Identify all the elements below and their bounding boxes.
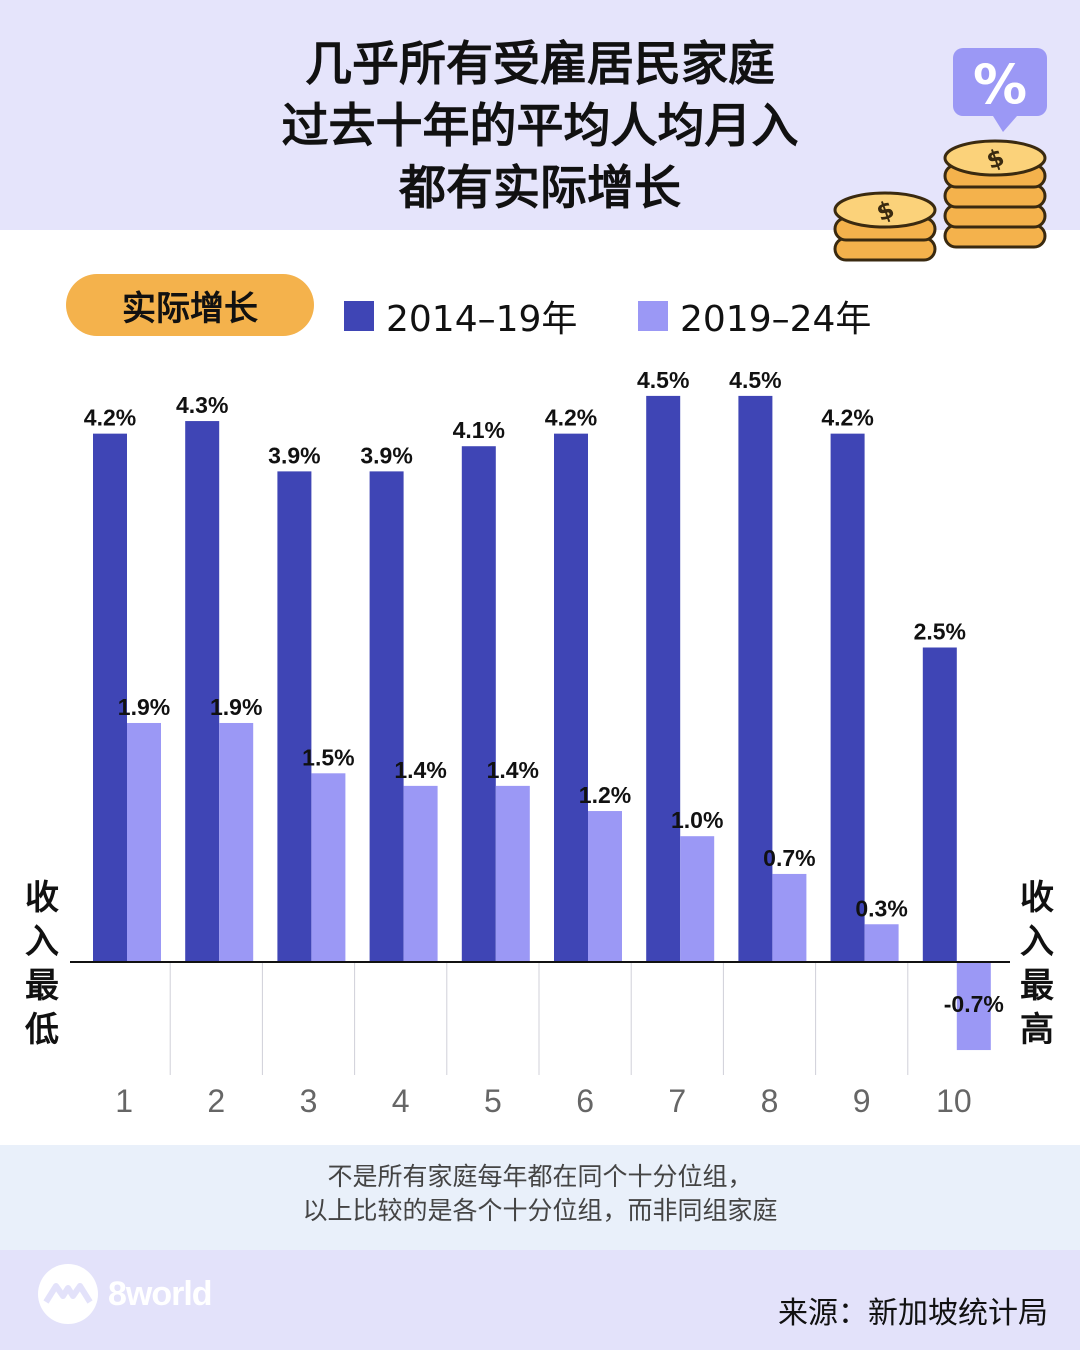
logo-text: 8world [108,1274,213,1313]
x-tick-label: 2 [207,1083,225,1119]
bar-2014-19 [369,471,404,962]
footnote-line-2: 以上比较的是各个十分位组，而非同组家庭 [302,1196,778,1225]
bar-chart: 4.2% 1.9% 1 4.3% 1.9% 2 3.9% 1.5% 3 3.9% 1.4% 4 4.1%… [70,367,1010,1119]
title-line-2: 过去十年的平均人均月入 [281,99,799,154]
data-label: 1.0% [671,807,723,833]
page-title: 几乎所有受雇居民家庭 过去十年的平均人均月入 都有实际增长 [140,34,940,220]
side-label-lowest-income: 收 入 最 低 [22,876,62,1052]
bar-2014-19 [830,433,865,962]
header-band [0,0,1080,230]
title-line-1: 几乎所有受雇居民家庭 [305,37,775,92]
x-tick-label: 5 [484,1083,502,1119]
bar-2019-24 [772,873,807,962]
footnote-line-1: 不是所有家庭每年都在同个十分位组， [327,1162,753,1191]
side-label-left-char: 最 [25,966,59,1006]
data-label: -0.7% [944,991,1004,1017]
data-label: 1.9% [210,694,262,720]
footer-band [0,1250,1080,1350]
x-tick-label: 6 [576,1083,594,1119]
footnote-band [0,1145,1080,1250]
data-label: 1.4% [394,757,446,783]
brand-logo: 8world [36,1262,213,1326]
side-label-right-char: 最 [1020,966,1054,1006]
x-tick-label: 9 [853,1083,871,1119]
data-label: 4.2% [84,405,136,431]
side-label-right-char: 入 [1020,922,1054,962]
bar-2014-19 [646,395,681,962]
side-label-right-char: 收 [1020,878,1054,918]
bar-2014-19 [185,421,220,962]
footnote: 不是所有家庭每年都在同个十分位组， 以上比较的是各个十分位组，而非同组家庭 [0,1160,1080,1228]
bar-2019-24 [127,722,161,962]
bar-2019-24 [495,785,530,962]
data-label: 0.3% [855,895,907,921]
bar-2014-19 [93,433,127,962]
legend-swatch-2019-24 [638,301,668,331]
coins-illustration: % $ $ [833,48,1047,262]
percent-badge-icon: % [953,48,1047,132]
data-label: 1.9% [118,694,170,720]
legend-label-2014-19: 2014–19年 [386,299,578,340]
x-tick-label: 8 [761,1083,779,1119]
side-label-left-char: 低 [25,1010,59,1050]
bar-2019-24 [219,722,254,962]
bar-2014-19 [461,446,496,963]
bar-2019-24 [588,811,622,962]
side-label-right-char: 高 [1020,1010,1054,1050]
x-tick-label: 7 [668,1083,686,1119]
bar-2019-24 [311,773,346,962]
8world-logo-icon [38,1264,98,1324]
percent-symbol: % [973,53,1027,116]
data-label: 4.2% [821,405,873,431]
legend-item-2014-19: 2014–19年 [344,290,577,342]
data-label: 1.5% [302,744,354,770]
x-tick-label: 3 [300,1083,318,1119]
bar-2019-24 [864,924,899,962]
bar-2014-19 [277,471,312,962]
data-label: 1.4% [487,757,539,783]
side-label-left-char: 收 [25,878,59,918]
data-label: 4.5% [729,367,781,393]
legend-label-2019-24: 2019–24年 [680,299,872,340]
x-tick-label: 4 [392,1083,410,1119]
data-label: 4.1% [453,417,505,443]
coin-stack-icon: $ $ [833,139,1047,262]
title-line-3: 都有实际增长 [399,161,681,216]
data-label: 0.7% [763,845,815,871]
legend-swatch-2014-19 [344,301,374,331]
side-label-left-char: 入 [25,922,59,962]
legend-title-pill: 实际增长 [66,274,314,336]
bar-2019-24 [680,836,715,962]
bar-2014-19 [922,647,957,962]
x-tick-label: 10 [936,1083,972,1119]
data-label: 2.5% [914,619,966,645]
data-label: 3.9% [268,442,320,468]
data-label: 4.5% [637,367,689,393]
bar-2019-24 [403,785,438,962]
data-label: 1.2% [579,782,631,808]
side-label-highest-income: 收 入 最 高 [1017,876,1057,1052]
legend-item-2019-24: 2019–24年 [638,290,871,342]
x-tick-label: 1 [115,1083,133,1119]
bar-2014-19 [738,395,773,962]
source-text: 来源：新加坡统计局 [778,1296,1048,1331]
bar-2019-24 [956,962,991,1051]
data-label: 3.9% [360,442,412,468]
data-label: 4.3% [176,392,228,418]
bar-2014-19 [554,433,588,962]
data-label: 4.2% [545,405,597,431]
